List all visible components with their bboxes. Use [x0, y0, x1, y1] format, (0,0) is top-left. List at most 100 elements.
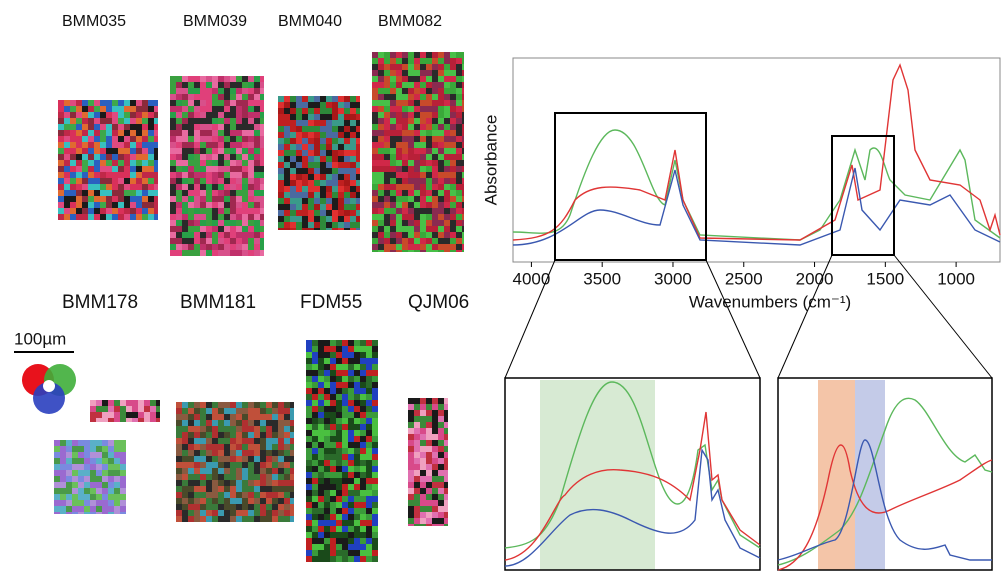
map-pixel	[456, 226, 462, 232]
map-pixel	[206, 498, 212, 504]
map-pixel	[218, 94, 224, 100]
map-pixel	[384, 232, 390, 238]
map-pixel	[170, 112, 176, 118]
map-pixel	[260, 432, 266, 438]
map-pixel	[306, 364, 312, 370]
map-pixel	[58, 112, 64, 118]
map-pixel	[432, 518, 438, 524]
map-pixel	[336, 400, 342, 406]
map-pixel	[112, 130, 118, 136]
map-pixel	[260, 244, 264, 250]
map-pixel	[348, 412, 354, 418]
map-pixel	[306, 502, 312, 508]
map-pixel	[248, 408, 254, 414]
map-pixel	[64, 142, 70, 148]
map-pixel	[420, 238, 426, 244]
map-pixel	[462, 166, 464, 172]
map-pixel	[354, 460, 360, 466]
map-pixel	[354, 364, 360, 370]
map-pixel	[444, 238, 450, 244]
map-pixel	[372, 166, 378, 172]
map-pixel	[438, 452, 444, 458]
map-pixel	[366, 358, 372, 364]
map-pixel	[390, 244, 396, 250]
map-pixel	[306, 418, 312, 424]
map-pixel	[366, 460, 372, 466]
map-pixel	[108, 482, 114, 488]
map-pixel	[332, 120, 338, 126]
map-pixel	[94, 190, 100, 196]
map-pixel	[118, 208, 124, 214]
map-pixel	[396, 226, 402, 232]
map-pixel	[336, 496, 342, 502]
map-pixel	[200, 450, 206, 456]
map-pixel	[114, 464, 120, 470]
map-pixel	[306, 454, 312, 460]
map-pixel	[284, 156, 290, 162]
map-pixel	[432, 244, 438, 250]
map-pixel	[306, 478, 312, 484]
map-pixel	[450, 100, 456, 106]
sample-label: FDM55	[300, 292, 362, 313]
map-pixel	[170, 232, 176, 238]
map-pixel	[142, 142, 148, 148]
map-pixel	[200, 438, 206, 444]
map-pixel	[236, 250, 242, 256]
map-pixel	[142, 106, 148, 112]
map-pixel	[84, 494, 90, 500]
map-pixel	[356, 186, 360, 192]
map-pixel	[106, 202, 112, 208]
map-pixel	[102, 470, 108, 476]
map-pixel	[414, 446, 420, 452]
map-pixel	[390, 70, 396, 76]
map-pixel	[444, 136, 450, 142]
map-pixel	[402, 130, 408, 136]
map-pixel	[266, 438, 272, 444]
map-pixel	[360, 424, 366, 430]
map-pixel	[330, 478, 336, 484]
map-pixel	[76, 214, 82, 220]
map-pixel	[224, 232, 230, 238]
map-pixel	[306, 388, 312, 394]
map-pixel	[284, 432, 290, 438]
map-pixel	[438, 220, 444, 226]
map-pixel	[390, 76, 396, 82]
map-pixel	[278, 138, 284, 144]
map-pixel	[456, 100, 462, 106]
map-pixel	[306, 370, 312, 376]
map-pixel	[212, 88, 218, 94]
map-pixel	[318, 544, 324, 550]
map-pixel	[58, 160, 64, 166]
map-pixel	[314, 156, 320, 162]
map-pixel	[260, 426, 266, 432]
map-pixel	[90, 464, 96, 470]
map-pixel	[254, 438, 260, 444]
map-pixel	[176, 106, 182, 112]
map-pixel	[200, 462, 206, 468]
map-pixel	[354, 436, 360, 442]
map-pixel	[356, 210, 360, 216]
map-pixel	[248, 444, 254, 450]
map-pixel	[312, 394, 318, 400]
map-pixel	[248, 244, 254, 250]
map-pixel	[308, 150, 314, 156]
map-pixel	[284, 96, 290, 102]
map-pixel	[218, 106, 224, 112]
map-pixel	[426, 232, 432, 238]
map-pixel	[260, 118, 264, 124]
map-pixel	[278, 498, 284, 504]
map-pixel	[182, 106, 188, 112]
map-pixel	[248, 148, 254, 154]
map-pixel	[372, 550, 378, 556]
zoom-curve	[777, 397, 993, 566]
map-pixel	[254, 202, 260, 208]
map-pixel	[108, 500, 114, 506]
map-pixel	[224, 402, 230, 408]
map-pixel	[70, 160, 76, 166]
map-pixel	[420, 250, 426, 252]
map-pixel	[318, 412, 324, 418]
map-pixel	[414, 190, 420, 196]
map-pixel	[64, 172, 70, 178]
map-pixel	[414, 238, 420, 244]
map-pixel	[308, 192, 314, 198]
